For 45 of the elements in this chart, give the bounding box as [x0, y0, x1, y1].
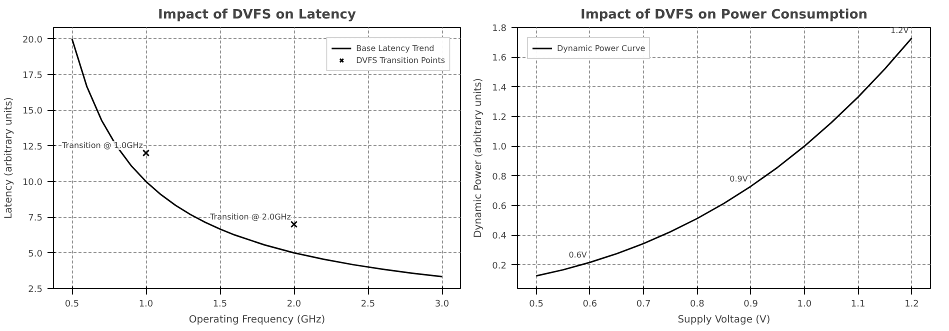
x-tick-label: 0.9 — [744, 300, 758, 310]
x-tick-label: 2.5 — [360, 300, 376, 310]
x-tick-label: 0.5 — [64, 300, 80, 310]
x-tick-label: 0.5 — [529, 300, 544, 310]
y-tick-label: 0.8 — [492, 172, 507, 182]
y-tick-label: 1.0 — [492, 142, 507, 153]
y-tick-label: 0.6 — [492, 202, 507, 212]
x-tick-label: 1.1 — [850, 300, 866, 310]
y-tick-label: 1.6 — [492, 54, 507, 64]
annotation: 0.6V — [568, 250, 588, 260]
x-tick-label: 1.5 — [212, 300, 228, 310]
y-axis-title: Dynamic Power (arbitrary units) — [473, 78, 484, 238]
y-tick-label: 12.5 — [22, 142, 43, 152]
y-tick-label: 0.2 — [492, 261, 507, 272]
annotation: Transition @ 2.0GHz — [209, 212, 292, 222]
y-tick-label: 15.0 — [22, 106, 43, 117]
x-tick-label: 0.7 — [636, 300, 651, 310]
x-tick-label: 1.0 — [138, 300, 154, 310]
y-tick-label: 10.0 — [22, 178, 43, 188]
y-tick-label: 20.0 — [22, 35, 43, 46]
x-tick-label: 2.0 — [286, 300, 302, 310]
y-tick-label: 1.4 — [492, 83, 507, 94]
x-axis-title: Supply Voltage (V) — [678, 314, 770, 326]
x-tick-label: 1.0 — [797, 300, 812, 310]
y-tick-label: 5.0 — [28, 249, 43, 260]
x-tick-label: 0.8 — [690, 300, 705, 310]
legend-label: Base Latency Trend — [356, 42, 434, 54]
chart-title: Impact of DVFS on Power Consumption — [580, 8, 868, 22]
line-series — [536, 37, 912, 277]
legend-label: Dynamic Power Curve — [557, 42, 646, 54]
chart-title: Impact of DVFS on Latency — [158, 8, 356, 22]
x-tick-label: 1.2 — [904, 300, 919, 310]
x-axis-title: Operating Frequency (GHz) — [188, 314, 326, 326]
y-tick-label: 1.2 — [492, 112, 507, 123]
y-axis-title: Latency (arbitrary units) — [3, 96, 14, 219]
y-tick-label: 17.5 — [22, 71, 43, 82]
y-tick-label: 0.4 — [492, 232, 507, 242]
y-tick-label: 2.5 — [28, 285, 43, 295]
y-tick-label: 1.8 — [492, 24, 507, 34]
x-tick-label: 3.0 — [434, 300, 450, 310]
annotation: 0.9V — [730, 174, 748, 184]
x-tick-label: 0.6 — [582, 300, 598, 310]
legend-label: DVFS Transition Points — [356, 54, 445, 66]
y-tick-label: 7.5 — [28, 214, 43, 224]
annotation: Transition @ 1.0GHz — [61, 141, 144, 150]
